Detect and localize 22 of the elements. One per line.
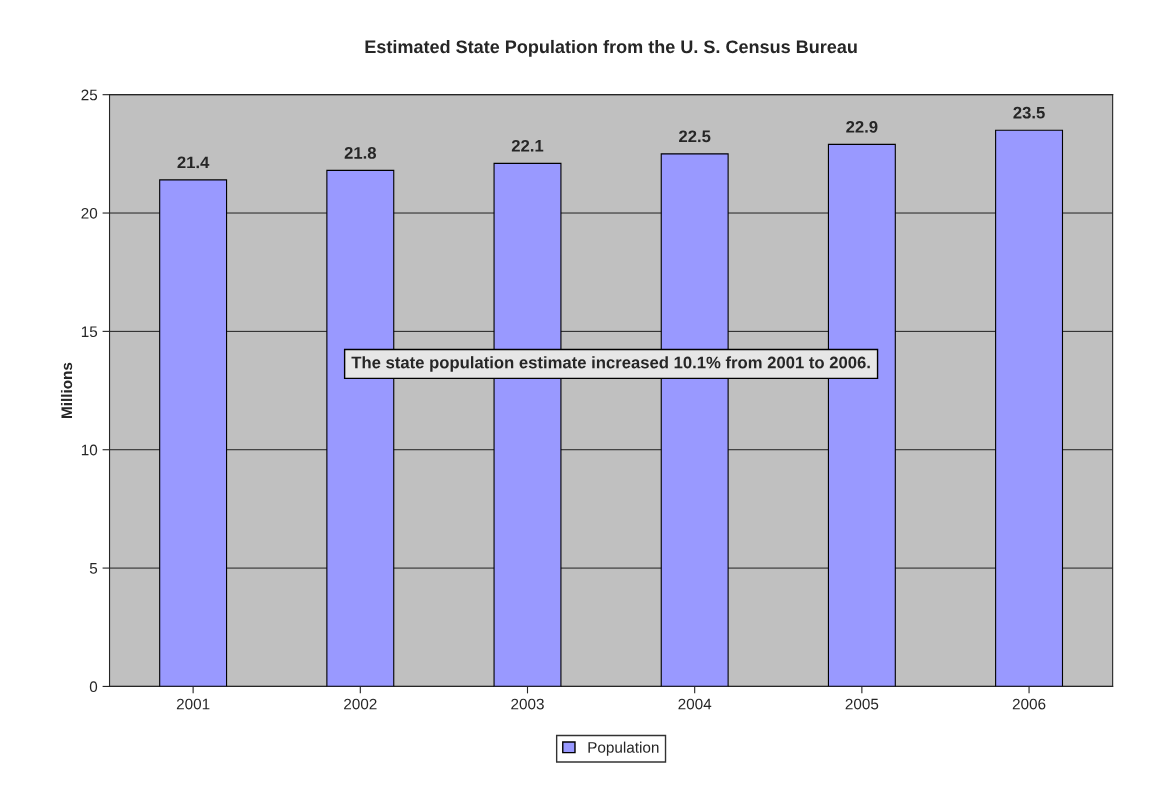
data-label: 23.5 [1013, 106, 1045, 119]
x-tick-label: 2004 [678, 698, 712, 710]
data-label: 22.5 [679, 130, 711, 143]
y-tick-label: 10 [81, 444, 98, 456]
data-label: 22.9 [846, 120, 878, 133]
data-label: 22.1 [511, 139, 544, 152]
legend-label: Population [588, 741, 659, 756]
data-label: 21.8 [344, 146, 377, 159]
annotation: The state population estimate increased 10.1% from 2001 to 2006. [351, 356, 870, 372]
y-tick-label: 25 [81, 89, 98, 101]
y-tick-label: 5 [89, 563, 98, 574]
data-label: 21.4 [177, 156, 210, 169]
y-tick-label: 20 [81, 207, 98, 219]
x-tick-label: 2006 [1012, 698, 1046, 710]
y-tick-label: 15 [81, 326, 98, 338]
x-tick-label: 2003 [511, 698, 544, 710]
y-axis-title: Millions [60, 362, 73, 418]
x-tick-label: 2002 [344, 698, 377, 710]
chart-title: Estimated State Population from the U. S. Census Bureau [365, 39, 857, 57]
x-tick-label: 2001 [176, 698, 210, 710]
y-tick-label: 0 [89, 681, 98, 693]
x-tick-label: 2005 [845, 698, 879, 710]
